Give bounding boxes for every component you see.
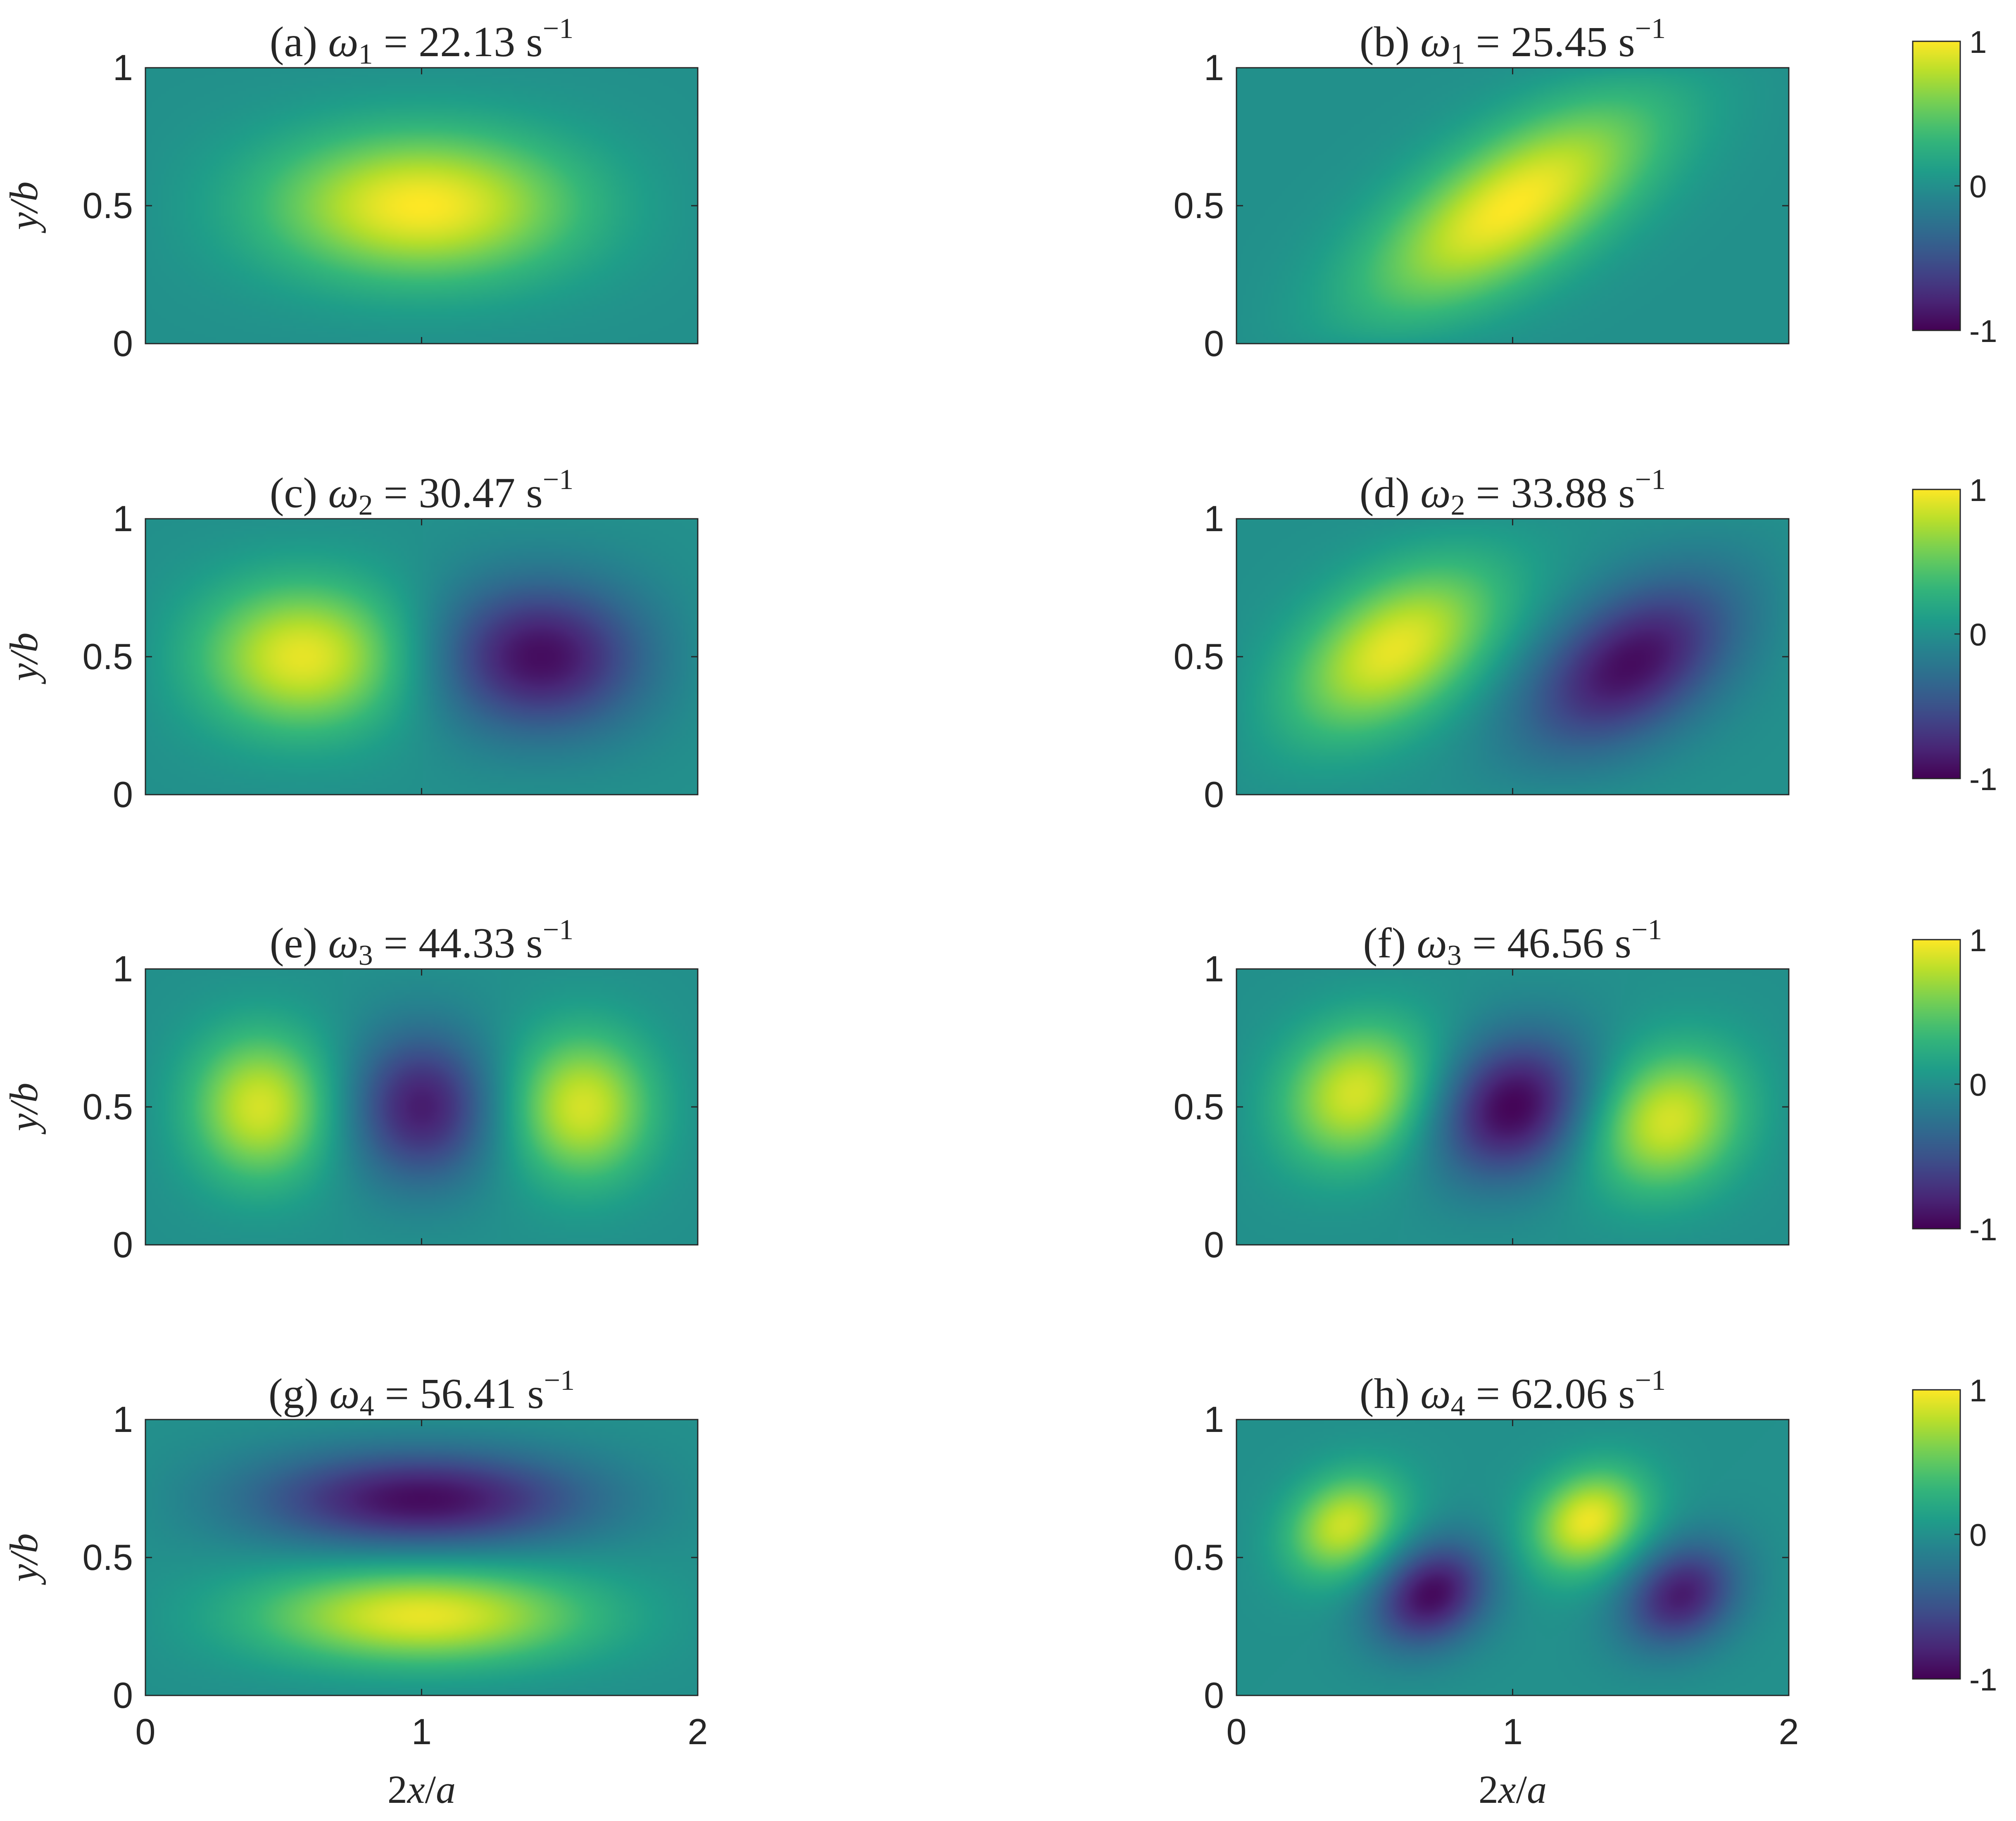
panel-title-h: (h) ω4 = 62.06 s−1 [1360,1365,1666,1422]
heatmap-g [145,1420,698,1695]
panel-g: (g) ω4 = 56.41 s−1 0 0.5 1 0 1 2 y/b 2x/a [2,1365,708,1812]
heatmap-a [145,68,698,344]
y-tick-label: 0 [113,1675,133,1716]
y-tick-label: 0 [1204,323,1224,364]
y-tick-label: 0 [1204,1675,1224,1716]
colorbar-tick-label: -1 [1969,1212,1997,1247]
y-axis-label: y/b [2,1083,46,1135]
y-axis-label: y/b [2,181,46,233]
colorbar-tick-label: 1 [1969,1373,1987,1408]
y-tick-label: 1 [113,47,133,88]
colorbar-2: 1 0 -1 [1912,473,1997,797]
panel-title-b: (b) ω1 = 25.45 s−1 [1360,13,1666,70]
panel-title-c: (c) ω2 = 30.47 s−1 [270,464,573,521]
panel-a: (a) ω1 = 22.13 s−1 0 0.5 1 y/b [2,13,699,364]
y-tick-label: 0 [1204,1224,1224,1265]
heatmap-h [1236,1420,1789,1695]
y-tick-label: 0.5 [1174,1086,1224,1127]
colorbar-tick-label: 0 [1969,617,1987,653]
x-tick-label: 2 [1779,1711,1799,1752]
y-tick-label: 0 [1204,774,1224,815]
panel-f: (f) ω3 = 46.56 s−1 0 0.5 1 [1174,914,1790,1265]
panel-e: (e) ω3 = 44.33 s−1 0 0.5 1 y/b [2,914,699,1265]
panel-title-e: (e) ω3 = 44.33 s−1 [270,914,573,971]
panel-title-d: (d) ω2 = 33.88 s−1 [1360,464,1666,521]
colorbar-tick-label: 1 [1969,923,1987,958]
y-tick-label: 1 [1204,948,1224,989]
panel-c: (c) ω2 = 30.47 s−1 0 0.5 1 y/b [2,464,699,815]
colorbar-gradient [1913,940,1960,1229]
colorbars-layer: 1 0 -1 1 0 -1 1 0 -1 1 0 -1 [1912,25,1997,1698]
heatmap-b [1236,68,1789,344]
x-axis-label: 2x/a [388,1767,456,1812]
y-tick-label: 1 [113,1399,133,1440]
x-tick-label: 1 [1502,1711,1523,1752]
y-axis-label: y/b [2,632,46,684]
panel-h: (h) ω4 = 62.06 s−1 0 0.5 1 0 1 2 2x/a [1174,1365,1799,1812]
colorbar-tick-label: -1 [1969,762,1997,797]
colorbar-tick-label: 1 [1969,25,1987,60]
colorbar-tick-label: 0 [1969,1068,1987,1103]
x-tick-label: 0 [136,1711,156,1752]
colorbar-gradient [1913,489,1960,779]
colorbar-tick-label: -1 [1969,1662,1997,1698]
panels-layer: (a) ω1 = 22.13 s−1 0 0.5 1 y/b (b) ω1 = 25.45… [2,13,1799,1812]
colorbar-4: 1 0 -1 [1912,1373,1997,1698]
x-axis-label: 2x/a [1479,1767,1547,1812]
x-tick-label: 0 [1227,1711,1247,1752]
y-tick-label: 1 [113,948,133,989]
heatmap-c [145,519,698,795]
y-tick-label: 0.5 [83,1537,133,1578]
y-tick-label: 1 [1204,498,1224,539]
panel-title-g: (g) ω4 = 56.41 s−1 [269,1365,575,1422]
panel-d: (d) ω2 = 33.88 s−1 0 0.5 1 [1174,464,1790,815]
y-tick-label: 0 [113,1224,133,1265]
colorbar-1: 1 0 -1 [1912,25,1997,349]
y-tick-label: 0.5 [83,1086,133,1127]
colorbar-gradient [1913,1390,1960,1679]
y-tick-label: 0.5 [1174,185,1224,226]
panel-b: (b) ω1 = 25.45 s−1 0 0.5 1 [1174,13,1790,364]
y-tick-label: 0 [113,323,133,364]
y-tick-label: 1 [1204,1399,1224,1440]
panel-title-f: (f) ω3 = 46.56 s−1 [1363,914,1662,971]
y-tick-label: 0.5 [1174,636,1224,677]
y-tick-label: 0.5 [1174,1537,1224,1578]
y-tick-label: 0.5 [83,636,133,677]
colorbar-tick-label: -1 [1969,314,1997,349]
x-tick-label: 1 [411,1711,432,1752]
colorbar-3: 1 0 -1 [1912,923,1997,1247]
colorbar-tick-label: 1 [1969,473,1987,508]
y-tick-label: 0 [113,774,133,815]
colorbar-tick-label: 0 [1969,1518,1987,1553]
y-axis-label: y/b [2,1533,46,1585]
colorbar-tick-label: 0 [1969,169,1987,204]
heatmap-e [145,969,698,1245]
colorbar-gradient [1913,41,1960,330]
y-tick-label: 0.5 [83,185,133,226]
y-tick-label: 1 [113,498,133,539]
heatmap-d [1236,519,1789,795]
x-tick-label: 2 [688,1711,708,1752]
panel-title-a: (a) ω1 = 22.13 s−1 [270,13,573,70]
heatmap-f [1236,969,1789,1245]
y-tick-label: 1 [1204,47,1224,88]
